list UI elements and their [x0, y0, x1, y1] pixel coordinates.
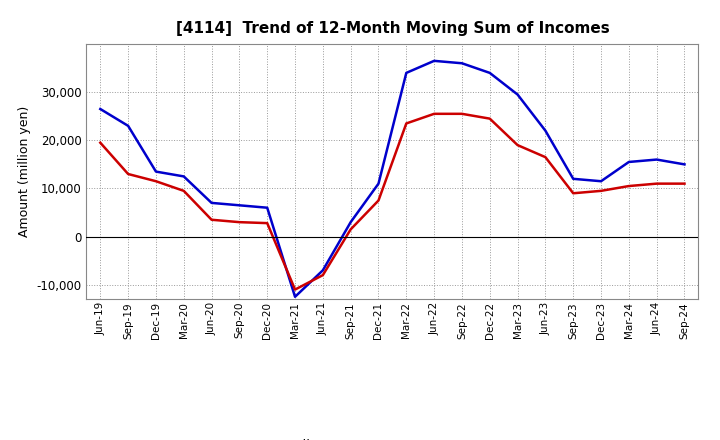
Ordinary Income [263, 205, 271, 210]
Ordinary Income [513, 92, 522, 97]
Ordinary Income [652, 157, 661, 162]
Line: Net Income: Net Income [100, 114, 685, 290]
Ordinary Income [318, 268, 327, 273]
Net Income [597, 188, 606, 194]
Ordinary Income [179, 174, 188, 179]
Ordinary Income [597, 179, 606, 184]
Ordinary Income [207, 200, 216, 205]
Net Income [179, 188, 188, 194]
Net Income [263, 220, 271, 226]
Net Income [458, 111, 467, 117]
Net Income [124, 171, 132, 176]
Ordinary Income [402, 70, 410, 76]
Net Income [541, 154, 550, 160]
Ordinary Income [569, 176, 577, 181]
Net Income [680, 181, 689, 186]
Net Income [318, 272, 327, 278]
Net Income [652, 181, 661, 186]
Ordinary Income [624, 159, 633, 165]
Net Income [430, 111, 438, 117]
Net Income [152, 179, 161, 184]
Line: Ordinary Income: Ordinary Income [100, 61, 685, 297]
Ordinary Income [235, 203, 243, 208]
Ordinary Income [96, 106, 104, 112]
Net Income [569, 191, 577, 196]
Ordinary Income [680, 162, 689, 167]
Net Income [513, 143, 522, 148]
Net Income [96, 140, 104, 145]
Ordinary Income [430, 58, 438, 63]
Net Income [346, 227, 355, 232]
Net Income [291, 287, 300, 292]
Net Income [485, 116, 494, 121]
Net Income [207, 217, 216, 222]
Net Income [235, 220, 243, 225]
Ordinary Income [152, 169, 161, 174]
Ordinary Income [458, 61, 467, 66]
Ordinary Income [124, 123, 132, 128]
Net Income [402, 121, 410, 126]
Ordinary Income [374, 181, 383, 186]
Net Income [624, 183, 633, 189]
Title: [4114]  Trend of 12-Month Moving Sum of Incomes: [4114] Trend of 12-Month Moving Sum of I… [176, 21, 609, 36]
Y-axis label: Amount (million yen): Amount (million yen) [18, 106, 31, 237]
Legend: Ordinary Income, Net Income: Ordinary Income, Net Income [238, 439, 546, 440]
Net Income [374, 198, 383, 203]
Ordinary Income [346, 220, 355, 225]
Ordinary Income [541, 128, 550, 133]
Ordinary Income [291, 294, 300, 300]
Ordinary Income [485, 70, 494, 76]
